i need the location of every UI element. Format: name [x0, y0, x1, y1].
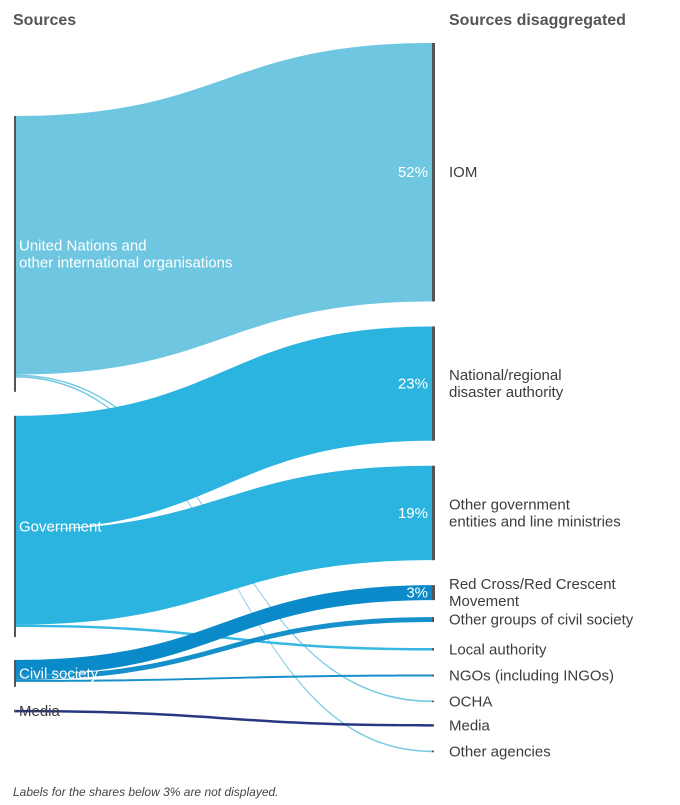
- target-bar-tmedia: [432, 724, 434, 727]
- target-label-ogov: entities and line ministries: [449, 513, 621, 530]
- share-label-ndma: 23%: [398, 376, 428, 393]
- source-bar-civil: [14, 660, 16, 687]
- flow-media-to-tmedia: [15, 709, 433, 727]
- source-bar-media: [14, 709, 16, 713]
- target-bar-rc: [432, 585, 435, 601]
- left-header: Sources: [13, 12, 76, 29]
- target-bar-local: [432, 648, 434, 651]
- target-bar-ocs: [432, 617, 434, 623]
- target-label-ocha: OCHA: [449, 693, 492, 710]
- node-bars: [14, 43, 435, 753]
- source-label-un: other international organisations: [19, 254, 232, 271]
- source-label-civil: Civil society: [19, 665, 99, 682]
- target-label-ogov: Other government: [449, 496, 571, 513]
- target-label-rc: Movement: [449, 593, 520, 610]
- target-label-iom: IOM: [449, 164, 477, 181]
- right-header: Sources disaggregated: [449, 12, 626, 29]
- flow-gov-to-local: [15, 624, 433, 651]
- source-bar-un: [14, 116, 16, 392]
- target-bar-iom: [432, 43, 435, 302]
- source-label-media: Media: [19, 703, 61, 720]
- flow-civil-to-rc: [15, 585, 433, 675]
- target-label-ndma: disaster authority: [449, 384, 564, 401]
- target-bar-ocha: [432, 700, 434, 703]
- target-bar-ngo: [432, 674, 434, 677]
- share-label-rc: 3%: [406, 585, 428, 602]
- target-bar-ogov: [432, 465, 435, 561]
- target-label-ocs: Other groups of civil society: [449, 612, 634, 629]
- source-label-gov: Government: [19, 518, 102, 535]
- target-bar-ndma: [432, 326, 435, 441]
- target-label-tmedia: Media: [449, 717, 491, 734]
- flow-links: [15, 43, 433, 753]
- footnote: Labels for the shares below 3% are not d…: [13, 785, 279, 799]
- target-label-oag: Other agencies: [449, 743, 551, 760]
- target-label-ndma: National/regional: [449, 367, 562, 384]
- target-label-local: Local authority: [449, 641, 547, 658]
- flow-gov-to-ndma: [15, 326, 433, 531]
- target-bar-oag: [432, 750, 434, 753]
- share-label-ogov: 19%: [398, 505, 428, 522]
- flow-civil-to-ngo: [15, 674, 433, 682]
- share-label-iom: 52%: [398, 164, 428, 181]
- target-label-ngo: NGOs (including INGOs): [449, 668, 614, 685]
- flow-gov-to-ogov: [15, 465, 433, 625]
- target-label-rc: Red Cross/Red Crescent: [449, 576, 617, 593]
- flow-un-to-iom: [15, 43, 433, 375]
- source-label-un: United Nations and: [19, 237, 147, 254]
- flow-civil-to-ocs: [15, 617, 433, 680]
- source-bar-gov: [14, 415, 16, 637]
